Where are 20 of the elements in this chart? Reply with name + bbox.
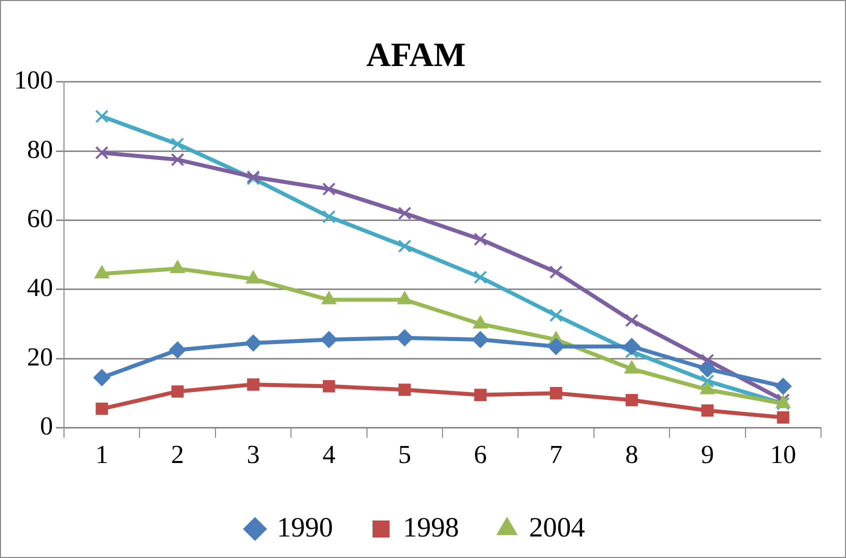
y-tick-label: 100 xyxy=(14,66,53,95)
x-tick-label: 4 xyxy=(322,440,336,470)
y-tick-label: 60 xyxy=(27,204,53,234)
x-tick-label: 5 xyxy=(398,440,412,470)
legend-label: 1990 xyxy=(277,512,333,544)
y-tick-label: 80 xyxy=(27,134,53,164)
x-tick-label: 8 xyxy=(625,440,638,470)
x-tick-label: 3 xyxy=(246,440,260,470)
legend-label: 2004 xyxy=(529,512,585,544)
y-tick-label: 20 xyxy=(27,342,53,372)
x-tick-label: 7 xyxy=(550,440,563,470)
chart-title: AFAM xyxy=(366,37,466,74)
legend-label: 1998 xyxy=(403,512,459,544)
x-tick-label: 10 xyxy=(770,440,796,470)
x-tick-label: 1 xyxy=(95,440,108,470)
y-tick-label: 0 xyxy=(40,412,53,441)
x-tick-label: 9 xyxy=(700,440,714,470)
y-tick-label: 40 xyxy=(27,273,53,302)
x-tick-label: 2 xyxy=(171,440,184,470)
x-tick-label: 6 xyxy=(474,440,487,470)
